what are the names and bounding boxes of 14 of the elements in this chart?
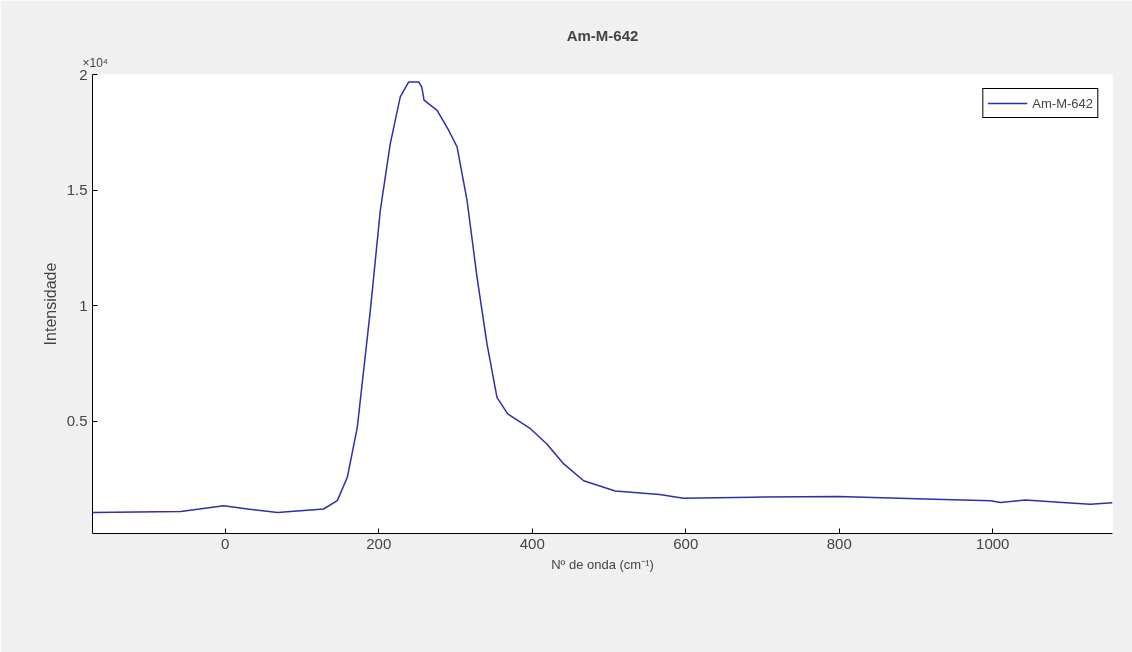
x-tick-label: 600 (673, 534, 699, 552)
x-tick-label: 200 (366, 534, 392, 552)
line-series (92, 81, 1113, 514)
y-tick-label: 1 (79, 296, 88, 314)
x-tick-label: 800 (826, 534, 852, 552)
y-tick-label: 1.5 (66, 181, 88, 199)
x-tick-label: 400 (519, 534, 545, 552)
legend-label: Am-M-642 (1032, 95, 1093, 111)
y-axis-title: Intensidade (41, 262, 59, 346)
y-tick-label: 0.5 (66, 412, 88, 430)
chart-title: Am-M-642 (566, 26, 639, 44)
x-axis-title: Nº de onda (cm⁻¹) (551, 556, 654, 572)
x-tick-label: 0 (221, 534, 230, 552)
x-tick-label: 1000 (976, 534, 1010, 552)
